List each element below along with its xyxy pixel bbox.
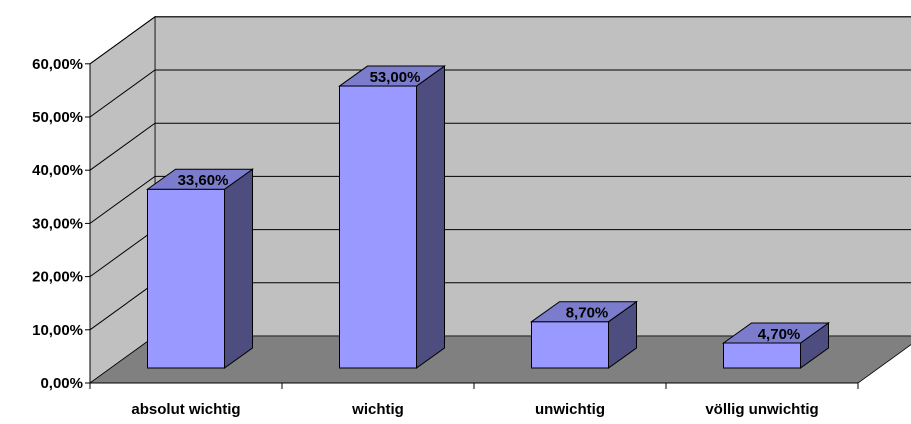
bar-2 bbox=[337, 65, 447, 369]
gridline bbox=[89, 69, 911, 118]
y-tick-label: 50,00% bbox=[32, 109, 83, 126]
bar-side bbox=[224, 168, 253, 369]
bar-1 bbox=[145, 168, 255, 369]
y-tick-label: 60,00% bbox=[32, 56, 83, 73]
bar-3 bbox=[529, 300, 639, 369]
x-category-label: absolut wichtig bbox=[131, 401, 240, 418]
gridline bbox=[89, 16, 911, 65]
bar-top bbox=[145, 168, 255, 190]
data-label: 8,70% bbox=[566, 305, 609, 322]
bar-top bbox=[337, 65, 447, 87]
bar-front bbox=[723, 342, 801, 369]
labels: 0,00% 10,00% 20,00% 30,00% 40,00% 50,00% 60,00… bbox=[32, 56, 819, 418]
x-category-label: völlig unwichtig bbox=[705, 401, 818, 418]
bar-side bbox=[416, 65, 445, 369]
y-tick-label: 10,00% bbox=[32, 322, 83, 339]
x-category-label: wichtig bbox=[351, 401, 404, 418]
bar-front bbox=[147, 188, 225, 369]
data-label: 33,60% bbox=[178, 172, 229, 189]
axes bbox=[85, 63, 859, 389]
x-category-label: unwichtig bbox=[535, 401, 605, 418]
gridline bbox=[89, 175, 911, 224]
y-tick-label: 20,00% bbox=[32, 269, 83, 286]
bar-front bbox=[531, 321, 609, 369]
bar-front bbox=[339, 85, 417, 369]
bar-top bbox=[529, 301, 639, 323]
gridline bbox=[89, 122, 911, 171]
data-label: 53,00% bbox=[370, 69, 421, 86]
data-label: 4,70% bbox=[758, 326, 801, 343]
y-tick-label: 0,00% bbox=[40, 375, 83, 392]
bars bbox=[145, 65, 831, 369]
bar-4 bbox=[721, 322, 831, 369]
bar-top bbox=[721, 322, 831, 344]
y-tick-label: 30,00% bbox=[32, 215, 83, 232]
y-tick-label: 40,00% bbox=[32, 162, 83, 179]
